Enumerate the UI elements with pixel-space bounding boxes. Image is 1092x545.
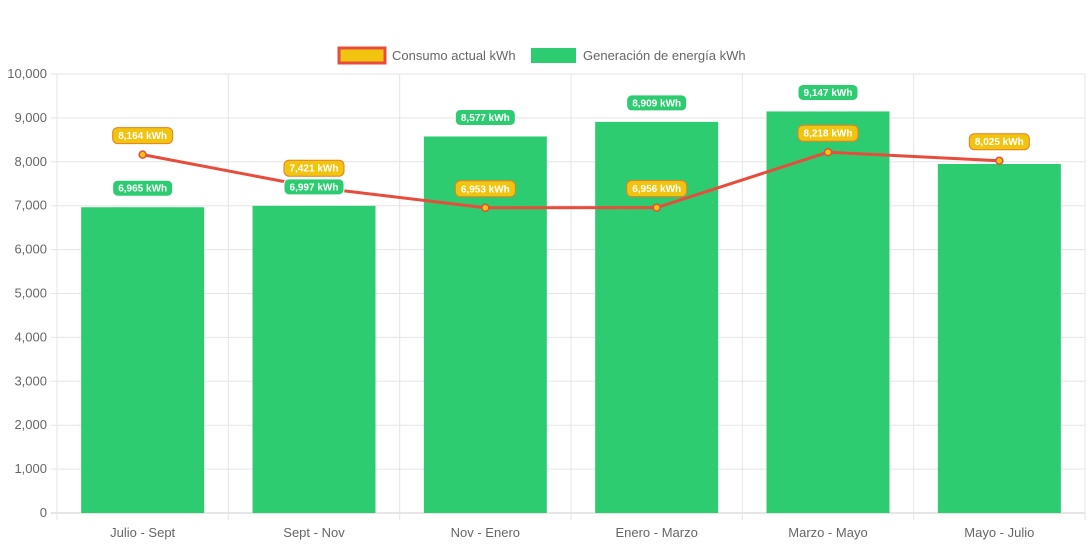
y-tick-label: 5,000 — [14, 286, 47, 301]
consumption-data-label: 8,025 kWh — [975, 137, 1024, 148]
legend-label-consumo[interactable]: Consumo actual kWh — [392, 48, 516, 63]
consumption-point — [652, 203, 661, 212]
grid-layer — [51, 73, 1086, 520]
y-tick-label: 4,000 — [14, 329, 47, 344]
legend-swatch-consumo[interactable] — [337, 46, 387, 65]
generation-data-label-bg — [112, 179, 174, 197]
x-tick-label: Julio - Sept — [110, 525, 175, 540]
consumption-data-label-bg — [968, 133, 1030, 151]
consumption-point — [995, 156, 1004, 165]
consumption-data-label: 6,956 kWh — [632, 184, 681, 195]
axis-layer: 0 1,000 2,000 3,000 4,000 5,000 6,000 7,000 8,00… — [7, 66, 1034, 540]
x-tick-label: Sept - Nov — [283, 525, 345, 540]
generation-data-label: 6,997 kWh — [290, 182, 339, 193]
consumption-data-label-bg — [112, 127, 174, 145]
bars-layer — [81, 111, 1061, 513]
generation-bar — [937, 163, 1061, 513]
legend-swatch-generacion[interactable] — [531, 48, 576, 63]
x-tick-label: Mayo - Julio — [964, 525, 1034, 540]
generation-data-label: 8,577 kWh — [461, 113, 510, 124]
generation-data-label: 9,147 kWh — [804, 88, 853, 99]
consumption-data-label-bg — [797, 124, 859, 142]
x-tick-label: Nov - Enero — [451, 525, 520, 540]
consumption-point — [138, 150, 147, 159]
generation-bar — [423, 136, 547, 513]
consumption-data-label-bg — [454, 180, 516, 198]
legend[interactable]: Consumo actual kWh Generación de energía… — [337, 46, 746, 65]
y-tick-label: 10,000 — [7, 66, 47, 81]
generation-data-label: 8,909 kWh — [632, 98, 681, 109]
consumption-data-label: 8,218 kWh — [804, 129, 853, 140]
generation-bar — [252, 205, 376, 513]
legend-label-generacion[interactable]: Generación de energía kWh — [583, 48, 746, 63]
generation-data-label-bg — [454, 108, 516, 126]
y-tick-label: 1,000 — [14, 461, 47, 476]
y-tick-label: 9,000 — [14, 110, 47, 125]
generation-bar — [81, 207, 205, 513]
y-tick-label: 0 — [40, 505, 47, 520]
y-tick-label: 6,000 — [14, 242, 47, 257]
y-tick-label: 3,000 — [14, 373, 47, 388]
consumption-point — [481, 203, 490, 213]
generation-bar — [766, 111, 890, 513]
x-tick-label: Marzo - Mayo — [788, 525, 867, 540]
consumption-point — [823, 147, 833, 157]
generation-data-label-bg — [797, 83, 859, 101]
generation-data-label-bg — [626, 94, 688, 112]
y-tick-label: 8,000 — [14, 154, 47, 169]
consumption-data-label: 7,421 kWh — [290, 164, 339, 175]
consumption-data-label-bg — [283, 159, 345, 177]
consumption-data-label: 6,953 kWh — [461, 184, 510, 195]
consumption-data-label: 8,164 kWh — [118, 131, 167, 142]
y-tick-label: 7,000 — [14, 198, 47, 213]
x-tick-label: Enero - Marzo — [615, 525, 697, 540]
generation-data-label-bg — [283, 178, 345, 196]
labels-layer: 6,965 kWh 6,997 kWh 8,577 kWh 8,909 kWh 9,14… — [112, 83, 1030, 198]
generation-data-label: 6,965 kWh — [118, 184, 167, 195]
consumption-data-label-bg — [626, 180, 688, 198]
y-tick-label: 2,000 — [14, 417, 47, 432]
